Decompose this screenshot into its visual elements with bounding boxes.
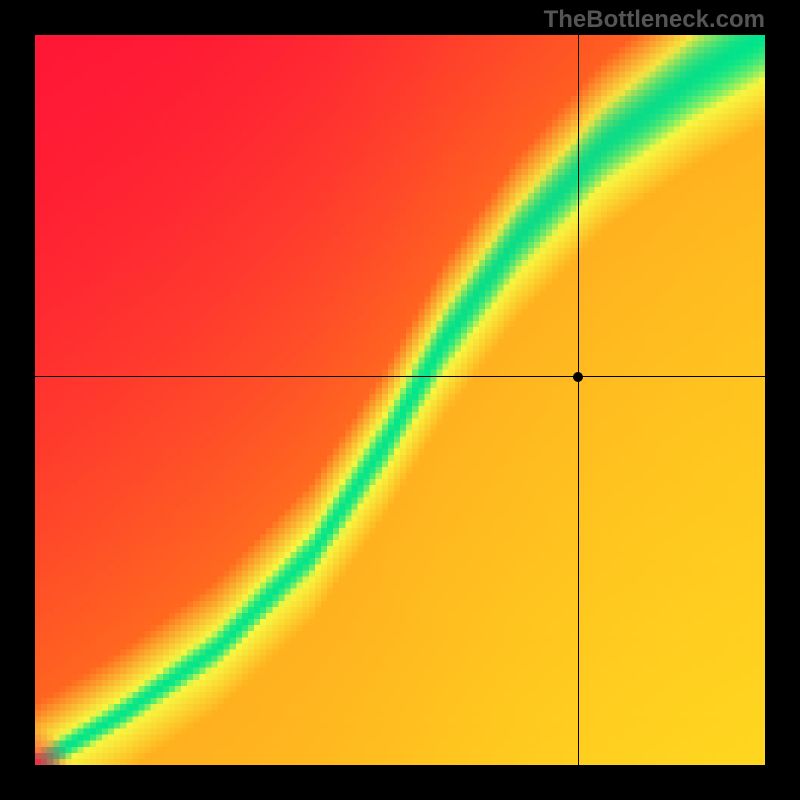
crosshair-vertical bbox=[578, 35, 579, 765]
watermark-label: TheBottleneck.com bbox=[544, 6, 765, 34]
bottleneck-heatmap bbox=[35, 35, 765, 765]
crosshair-marker bbox=[573, 372, 583, 382]
crosshair-horizontal bbox=[35, 376, 765, 377]
chart-container: TheBottleneck.com bbox=[0, 0, 800, 800]
